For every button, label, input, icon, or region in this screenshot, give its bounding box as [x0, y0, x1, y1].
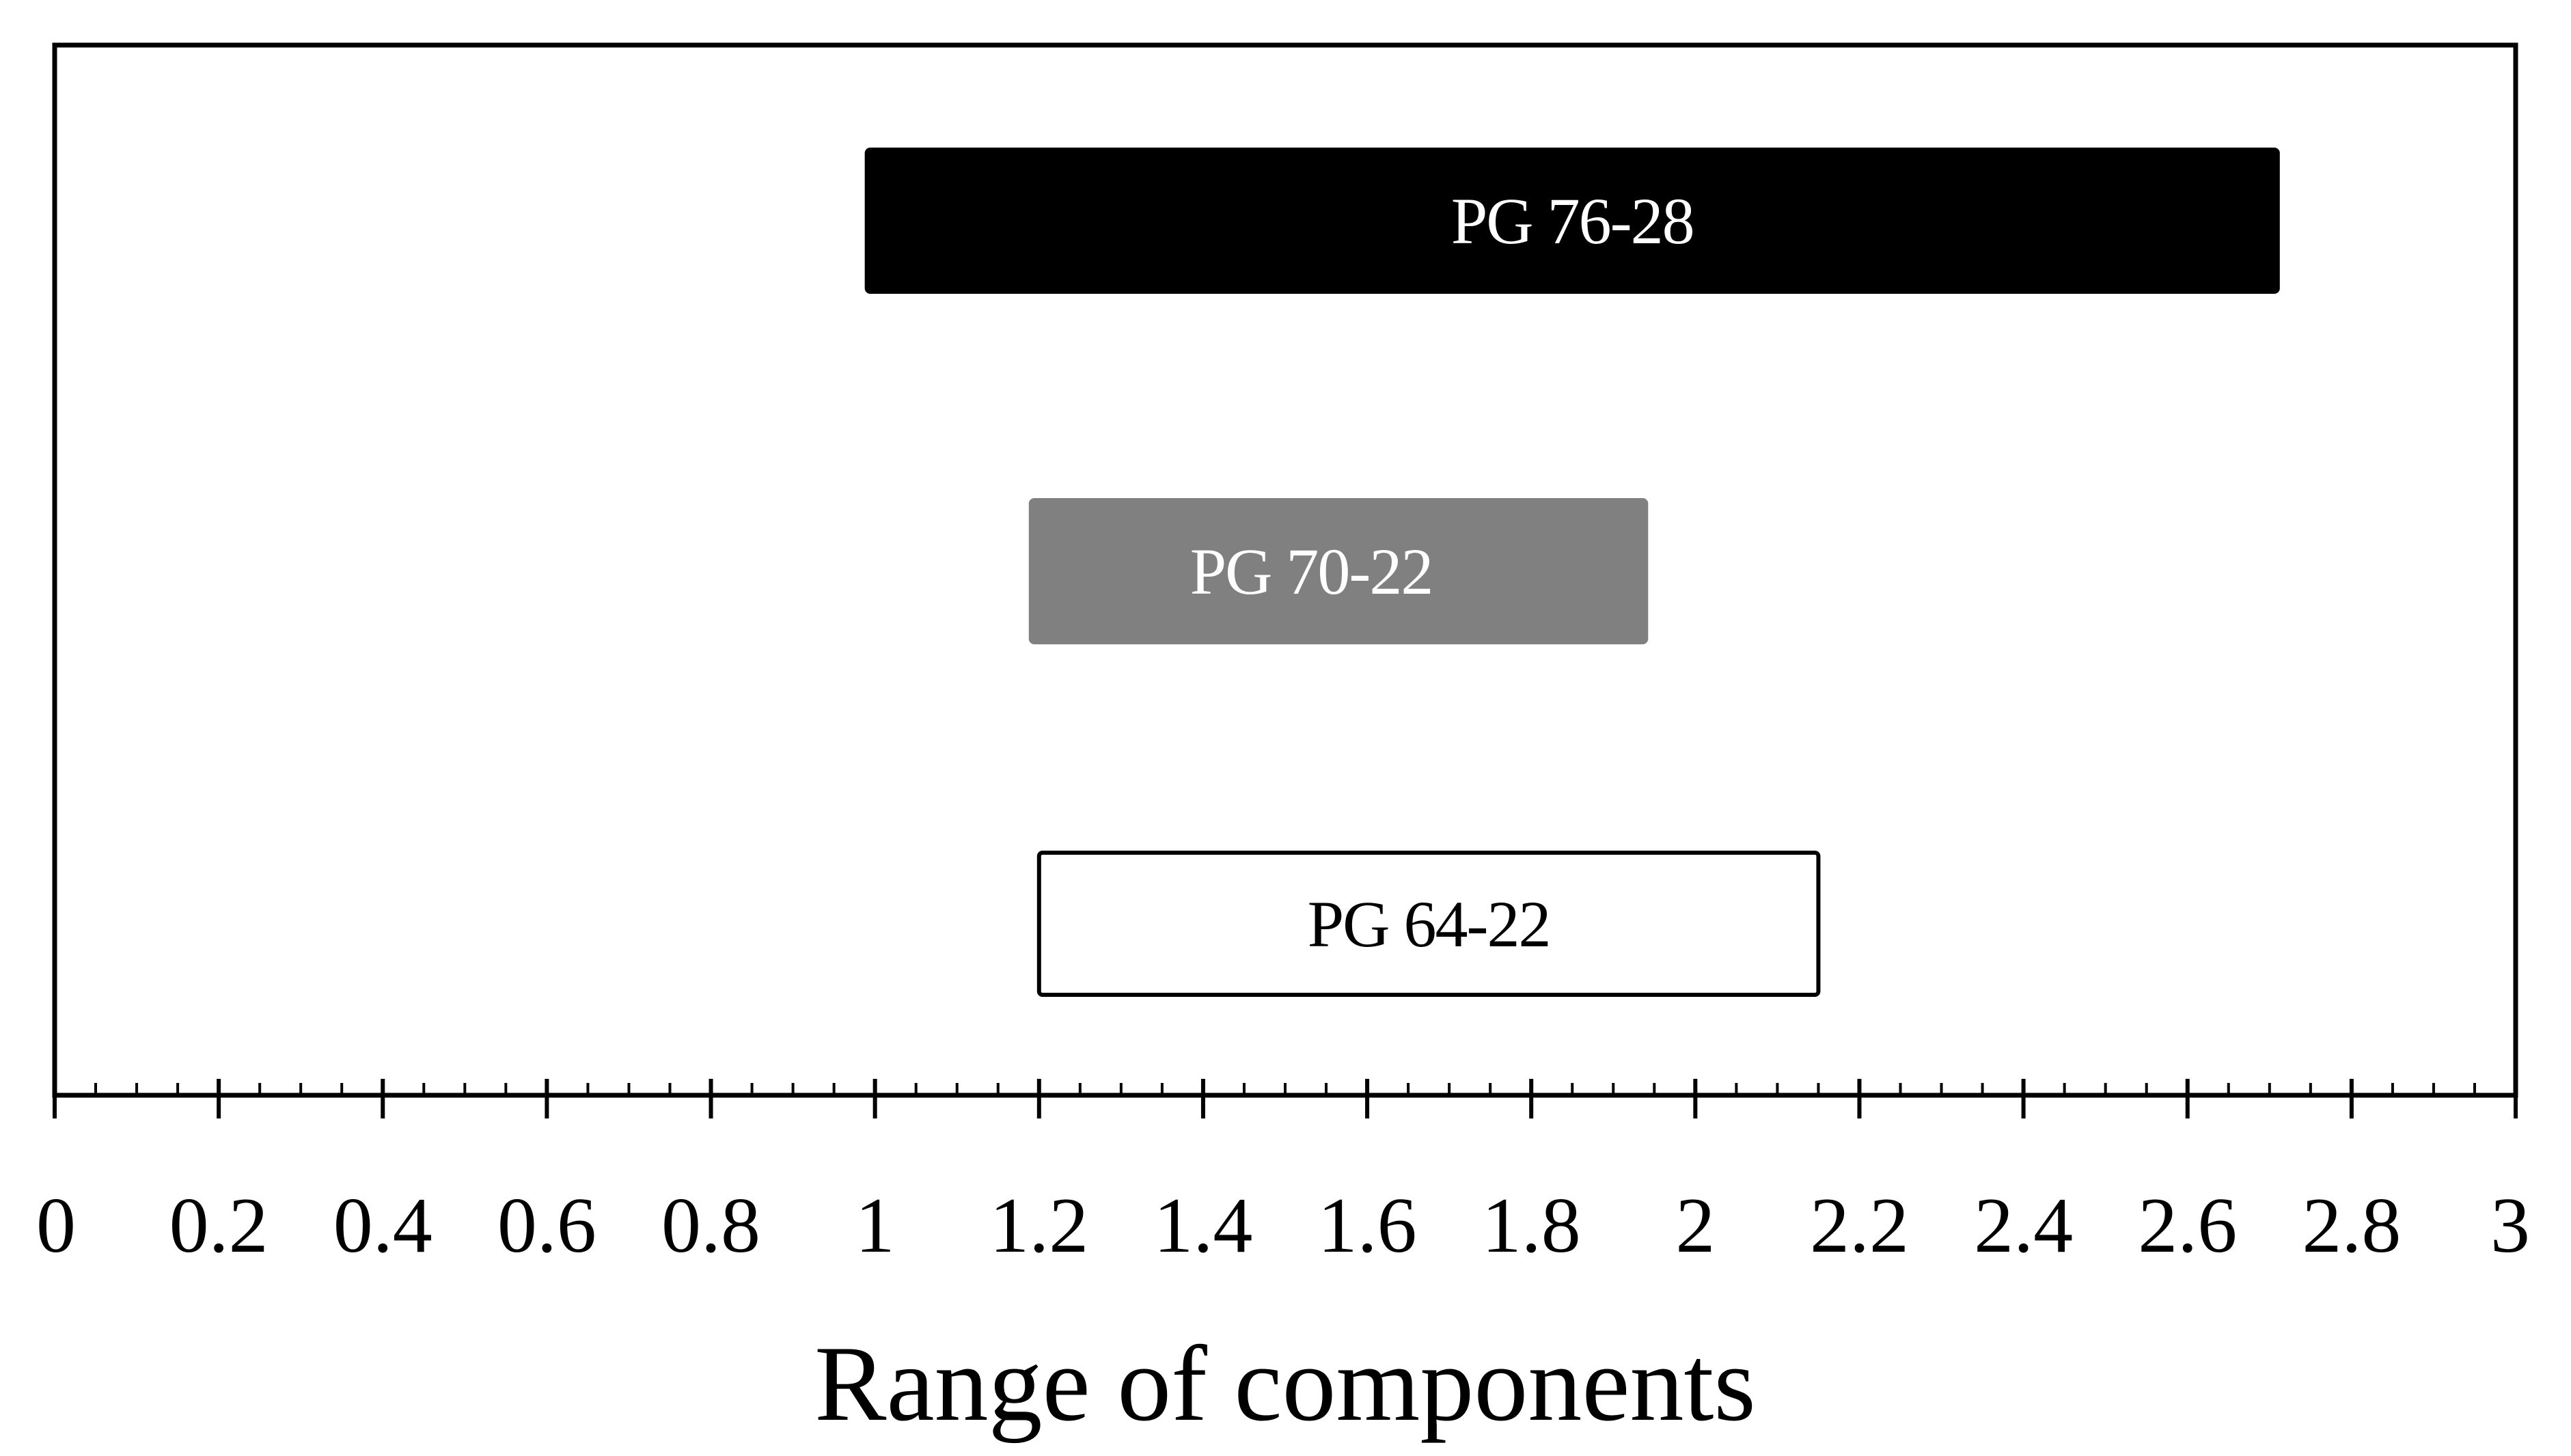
x-axis-tick-labels: 0 0.2 0.4 0.6 0.8 1 1.2 1.4 1.6 1.8 2 2.2 2.4 2.6 2.8 3 [36, 1182, 2530, 1269]
x-tick-label: 1.2 [989, 1182, 1088, 1269]
x-tick-label: 1.6 [1318, 1182, 1417, 1269]
x-tick-label: 3 [2490, 1182, 2530, 1269]
x-tick-label: 2 [1675, 1182, 1715, 1269]
range-bar-group: PG 64-22 [1036, 851, 1821, 997]
x-tick-label: 0.4 [333, 1182, 432, 1269]
x-tick-label: 2.4 [1974, 1182, 2073, 1269]
range-bar [1036, 851, 1821, 997]
x-tick-label: 0.2 [169, 1182, 269, 1269]
x-axis-ticks [53, 1079, 2518, 1118]
x-tick-label: 0 [36, 1182, 76, 1269]
x-tick-label: 0.8 [661, 1182, 760, 1269]
range-bar [864, 148, 2280, 294]
range-bar-label: PG 76-28 [1451, 184, 1694, 258]
x-tick-label: 1 [855, 1182, 895, 1269]
range-bar-label: PG 70-22 [1190, 535, 1433, 608]
x-tick-label: 2.2 [1810, 1182, 1909, 1269]
range-bar-label: PG 64-22 [1308, 888, 1550, 961]
x-tick-label: 2.8 [2302, 1182, 2401, 1269]
range-bar-group: PG 70-22 [1028, 498, 1649, 644]
range-bar-group: PG 76-28 [864, 148, 2280, 294]
x-tick-label: 1.8 [1482, 1182, 1581, 1269]
x-tick-label: 2.6 [2138, 1182, 2237, 1269]
bars-group: PG 76-28 PG 70-22 PG 64-22 [864, 148, 2280, 997]
x-tick-label: 1.4 [1153, 1182, 1252, 1269]
x-tick-label: 0.6 [497, 1182, 596, 1269]
x-axis-title: Range of components [814, 1324, 1756, 1444]
range-bar [1028, 498, 1649, 644]
